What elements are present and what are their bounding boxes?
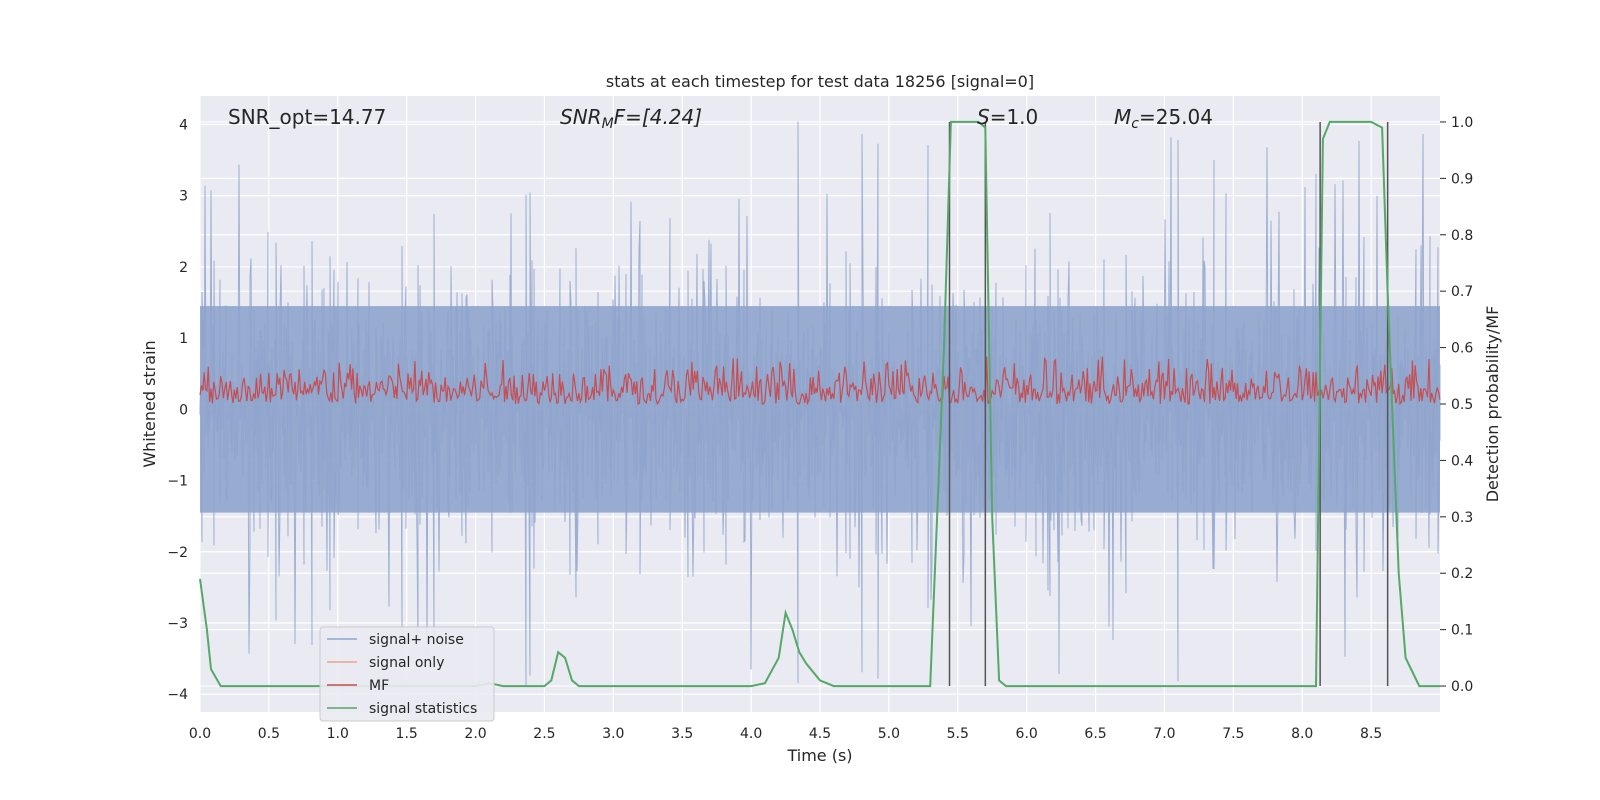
y-left-tick-label-8: −4 bbox=[167, 687, 188, 703]
x-tick-label-15: 7.5 bbox=[1222, 726, 1244, 742]
legend-box bbox=[319, 626, 495, 722]
x-axis-label: Time (s) bbox=[786, 746, 852, 765]
x-tick-label-13: 6.5 bbox=[1084, 726, 1106, 742]
signal-noise-series bbox=[199, 121, 1441, 687]
annotation-snr-mf-symbol: SNR bbox=[560, 105, 602, 129]
y-right-tick-label-10: 0.0 bbox=[1451, 679, 1473, 695]
legend-label-mf: MF bbox=[369, 678, 389, 694]
y-left-tick-labels: 4 3 2 1 0 −1 −2 −3 −4 bbox=[167, 117, 188, 703]
x-tick-label-5: 2.5 bbox=[533, 726, 555, 742]
signal-noise-dense-band bbox=[200, 306, 1440, 513]
y-right-tick-label-4: 0.6 bbox=[1451, 341, 1473, 357]
y-left-tick-label-4: 0 bbox=[179, 402, 188, 418]
legend-label-signal-statistics: signal statistics bbox=[369, 701, 477, 717]
annotation-mc: Mc=25.04 bbox=[1114, 105, 1213, 132]
y-left-tick-label-5: −1 bbox=[167, 474, 188, 490]
annotation-s-rest: =1.0 bbox=[990, 105, 1039, 129]
y-right-tick-label-2: 0.8 bbox=[1451, 228, 1473, 244]
y-right-tick-labels: 1.0 0.9 0.8 0.7 0.6 0.5 0.4 0.3 0.2 0.1 0.0 bbox=[1440, 115, 1473, 695]
legend: signal+ noise signal only MF signal stat… bbox=[319, 626, 495, 722]
y-left-tick-label-1: 3 bbox=[179, 189, 188, 205]
x-tick-label-0: 0.0 bbox=[189, 726, 211, 742]
y-left-axis-label: Whitened strain bbox=[140, 340, 159, 467]
annotation-mc-symbol: M bbox=[1114, 105, 1131, 129]
annotation-snr-opt: SNR_opt=14.77 bbox=[228, 105, 386, 129]
x-tick-label-8: 4.0 bbox=[740, 726, 762, 742]
annotation-s-symbol: S bbox=[977, 105, 990, 129]
y-right-tick-label-1: 0.9 bbox=[1451, 171, 1473, 187]
x-tick-label-7: 3.5 bbox=[671, 726, 693, 742]
x-tick-label-12: 6.0 bbox=[1016, 726, 1038, 742]
annotation-snr-mf: SNRMF=[4.24] bbox=[560, 105, 702, 132]
x-tick-label-9: 4.5 bbox=[809, 726, 831, 742]
legend-label-signal-noise: signal+ noise bbox=[369, 632, 464, 648]
y-right-tick-label-5: 0.5 bbox=[1451, 397, 1473, 413]
x-tick-label-4: 2.0 bbox=[464, 726, 486, 742]
mf-line bbox=[199, 356, 1441, 406]
y-left-tick-label-7: −3 bbox=[167, 616, 188, 632]
y-left-tick-label-3: 1 bbox=[179, 331, 188, 347]
x-tick-label-2: 1.0 bbox=[327, 726, 349, 742]
y-right-tick-label-0: 1.0 bbox=[1451, 115, 1473, 131]
legend-label-signal-only: signal only bbox=[369, 655, 444, 671]
y-left-tick-label-2: 2 bbox=[179, 260, 188, 276]
y-right-tick-label-9: 0.1 bbox=[1451, 623, 1473, 639]
x-tick-label-10: 5.0 bbox=[878, 726, 900, 742]
x-tick-label-14: 7.0 bbox=[1153, 726, 1175, 742]
mf-series bbox=[199, 356, 1441, 406]
annotation-snr-mf-subscript: M bbox=[602, 116, 614, 132]
x-tick-label-6: 3.0 bbox=[602, 726, 624, 742]
annotation-mc-subscript: c bbox=[1131, 116, 1139, 132]
signal-statistics-line bbox=[199, 120, 1440, 688]
signal-statistics-series bbox=[199, 120, 1440, 688]
annotation-snr-mf-rest: F=[4.24] bbox=[614, 105, 702, 129]
x-tick-label-1: 0.5 bbox=[258, 726, 280, 742]
y-right-tick-label-7: 0.3 bbox=[1451, 510, 1473, 526]
y-right-tick-label-3: 0.7 bbox=[1451, 284, 1473, 300]
y-left-tick-label-0: 4 bbox=[179, 117, 188, 133]
vertical-lines bbox=[948, 121, 1389, 687]
x-tick-label-11: 5.5 bbox=[947, 726, 969, 742]
chart-title: stats at each timestep for test data 182… bbox=[606, 72, 1034, 91]
x-tick-label-16: 8.0 bbox=[1291, 726, 1313, 742]
y-right-tick-label-6: 0.4 bbox=[1451, 453, 1473, 469]
y-right-tick-label-8: 0.2 bbox=[1451, 566, 1473, 582]
annotation-mc-rest: =25.04 bbox=[1139, 105, 1213, 129]
y-left-tick-label-6: −2 bbox=[167, 545, 188, 561]
x-tick-labels: 0.0 0.5 1.0 1.5 2.0 2.5 3.0 3.5 4.0 4.5 5.0 5.5 6.0 6… bbox=[189, 726, 1382, 742]
x-tick-label-17: 8.5 bbox=[1360, 726, 1382, 742]
x-tick-label-3: 1.5 bbox=[396, 726, 418, 742]
annotation-s: S=1.0 bbox=[977, 105, 1038, 129]
y-right-axis-label: Detection probability/MF bbox=[1483, 306, 1502, 503]
